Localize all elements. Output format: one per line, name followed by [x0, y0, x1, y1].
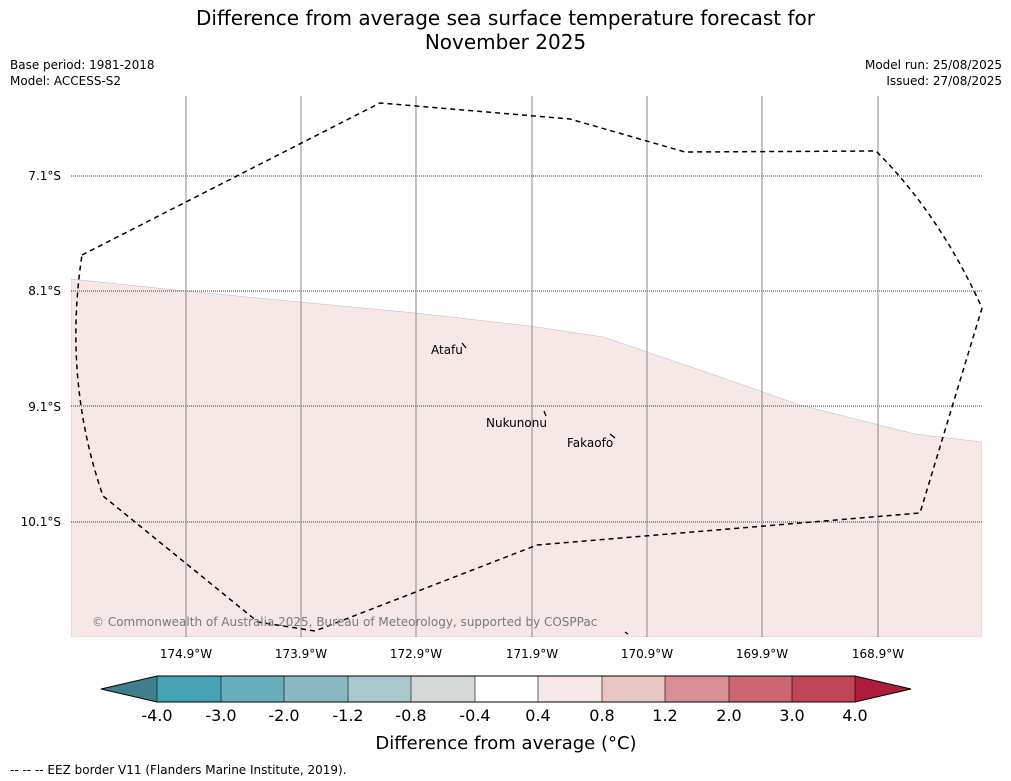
lat-label: 9.1°S: [28, 400, 61, 414]
colorbar-tick-label: 0.4: [525, 706, 550, 725]
model-run: Model run: 25/08/2025: [864, 58, 1002, 72]
eez-border: [75, 102, 983, 632]
colorbar-segment: [348, 676, 411, 702]
island-marks: [461, 342, 629, 635]
lon-label: 170.9°W: [621, 647, 673, 661]
colorbar-high-extension: [855, 676, 911, 702]
metadata-right: Model run: 25/08/2025 Issued: 27/08/2025: [865, 57, 1002, 89]
base-period: Base period: 1981-2018: [10, 58, 155, 72]
colorbar-segment: [221, 676, 284, 702]
lon-label: 169.9°W: [736, 647, 788, 661]
eez-footnote: -- -- -- EEZ border V11 (Flanders Marine…: [10, 763, 347, 777]
lon-label: 172.9°W: [390, 647, 442, 661]
colorbar-segment: [665, 676, 729, 702]
colorbar-tick-label: -0.4: [459, 706, 490, 725]
lon-label: 171.9°W: [506, 647, 558, 661]
colorbar-segment: [538, 676, 602, 702]
swains-island-mark: [624, 631, 629, 635]
colorbar-tick-label: -3.0: [205, 706, 236, 725]
colorbar-tick-label: 2.0: [716, 706, 741, 725]
lon-label: 174.9°W: [160, 647, 212, 661]
colorbar-segment: [475, 676, 538, 702]
map-title-line2: November 2025: [424, 30, 587, 54]
colorbar-segment: [284, 676, 348, 702]
lat-label: 8.1°S: [28, 284, 61, 298]
colorbar-tick-label: -2.0: [268, 706, 299, 725]
place-label-atafu: Atafu: [431, 343, 463, 357]
colorbar-segment: [157, 676, 221, 702]
colorbar-label: Difference from average (°C): [375, 733, 636, 754]
model-name: Model: ACCESS-S2: [10, 74, 122, 88]
colorbar-tick-label: -0.8: [395, 706, 426, 725]
colorbar-tick-label: -4.0: [141, 706, 172, 725]
issued-date: Issued: 27/08/2025: [886, 74, 1002, 88]
colorbar-tick-label: 3.0: [779, 706, 804, 725]
colorbar-segment: [792, 676, 855, 702]
colorbar-low-extension: [101, 676, 157, 702]
colorbar: -4.0 -3.0 -2.0 -1.2 -0.8 -0.4 0.4 0.8 1.…: [100, 675, 912, 754]
nukunonu-island-mark: [543, 410, 547, 417]
lat-label: 7.1°S: [28, 169, 61, 183]
map-title-line1: Difference from average sea surface temp…: [195, 6, 815, 30]
atafu-island-mark: [461, 342, 467, 349]
fakaofo-island-mark: [609, 433, 616, 439]
colorbar-tick-label: 4.0: [842, 706, 867, 725]
lat-label: 10.1°S: [21, 515, 61, 529]
colorbar-tick-label: -1.2: [332, 706, 363, 725]
metadata-left: Base period: 1981-2018 Model: ACCESS-S2: [10, 57, 155, 89]
anomaly-fill-region: [71, 278, 982, 637]
colorbar-tick-label: 0.8: [589, 706, 614, 725]
colorbar-segment: [411, 676, 475, 702]
copyright-notice: © Commonwealth of Australia 2025, Bureau…: [92, 615, 597, 629]
colorbar-segment: [729, 676, 792, 702]
colorbar-tick-label: 1.2: [652, 706, 677, 725]
place-label-fakaofo: Fakaofo: [567, 436, 613, 450]
lon-label: 173.9°W: [275, 647, 327, 661]
lon-label: 168.9°W: [852, 647, 904, 661]
place-label-nukunonu: Nukunonu: [486, 416, 547, 430]
colorbar-segment: [602, 676, 665, 702]
